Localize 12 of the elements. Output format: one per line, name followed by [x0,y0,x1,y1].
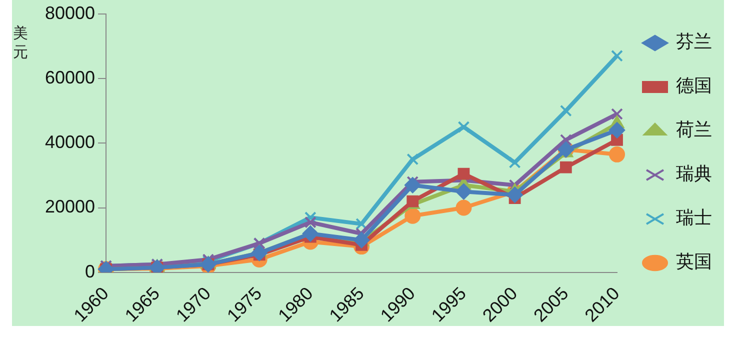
y-tick-label: 80000 [44,2,96,23]
legend-label: 芬兰 [676,32,712,53]
legend-label: 德国 [676,76,712,97]
y-tick-label: 40000 [44,132,96,152]
legend-label: 英国 [676,252,712,273]
y-tick-label: 60000 [44,67,96,88]
legend-label: 荷兰 [676,120,712,141]
y-axis-title: 美元 [13,24,29,62]
y-tick-label: 20000 [44,196,96,217]
y-tick-label: 0 [85,261,96,282]
legend-label: 瑞士 [676,208,712,229]
legend-label: 瑞典 [676,164,712,185]
